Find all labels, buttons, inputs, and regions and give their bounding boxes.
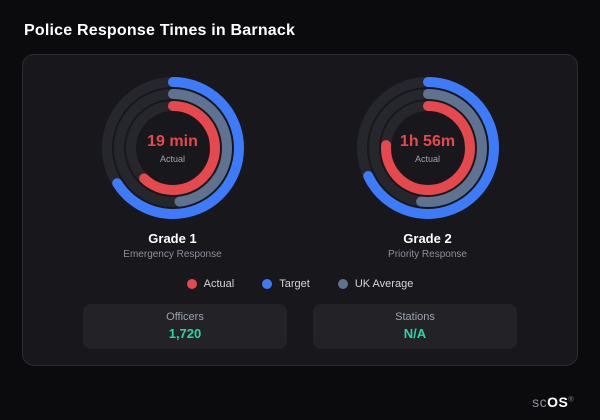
- gauge-svg: [101, 77, 244, 219]
- gauge-subtitle: Priority Response: [388, 249, 467, 260]
- gauge-grade-2: 1h 56m Actual Grade 2 Priority Response: [300, 73, 555, 260]
- legend-label: UK Average: [354, 278, 414, 290]
- gauge-chart-grade-2[interactable]: 1h 56m Actual: [353, 73, 503, 223]
- stat-value: N/A: [403, 326, 427, 341]
- scos-logo: scOS®: [532, 394, 574, 410]
- stat-officers: Officers 1,720: [83, 304, 287, 349]
- page-title: Police Response Times in Barnack: [24, 22, 296, 39]
- gauge-subtitle: Emergency Response: [123, 249, 222, 260]
- response-times-card: 19 min Actual Grade 1 Emergency Response: [22, 54, 578, 366]
- stats-row: Officers 1,720 Stations N/A: [45, 304, 555, 349]
- legend-label: Actual: [203, 278, 235, 290]
- target-dot-icon: [262, 279, 273, 289]
- stat-value: 1,720: [168, 326, 202, 341]
- gauge-title: Grade 2: [403, 231, 452, 246]
- legend: Actual Target UK Average: [45, 278, 555, 290]
- gauge-grade-1: 19 min Actual Grade 1 Emergency Response: [45, 73, 300, 260]
- legend-item-uk-average[interactable]: UK Average: [337, 278, 414, 290]
- stat-label: Stations: [395, 311, 435, 323]
- stat-stations: Stations N/A: [313, 304, 517, 349]
- legend-item-target[interactable]: Target: [262, 278, 310, 290]
- legend-label: Target: [279, 278, 310, 290]
- gauges-row: 19 min Actual Grade 1 Emergency Response: [45, 73, 555, 266]
- uk-average-dot-icon: [337, 279, 348, 289]
- legend-item-actual[interactable]: Actual: [186, 278, 235, 290]
- brand-suffix: OS: [547, 394, 569, 410]
- gauge-chart-grade-1[interactable]: 19 min Actual: [98, 73, 248, 223]
- stat-label: Officers: [166, 311, 204, 323]
- brand-prefix: sc: [532, 394, 548, 410]
- gauge-svg: [356, 77, 499, 219]
- registered-mark-icon: ®: [568, 396, 574, 404]
- actual-dot-icon: [186, 279, 197, 289]
- gauge-title: Grade 1: [148, 231, 197, 246]
